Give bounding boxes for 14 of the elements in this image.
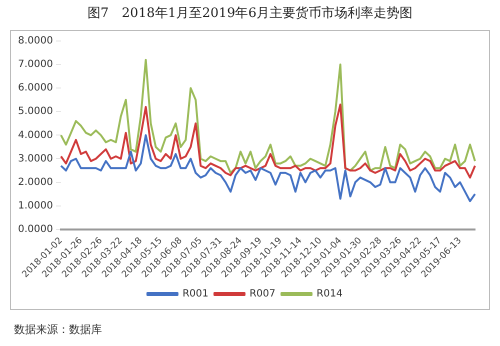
source-note: 数据来源：数据库 (14, 322, 102, 337)
y-tick-label: 4.0000 (18, 130, 53, 141)
y-tick-label: 2.0000 (18, 176, 53, 188)
legend-label: R007 (249, 288, 276, 300)
y-tick-label: 1.0000 (18, 200, 53, 212)
y-tick-label: 7.0000 (18, 59, 53, 70)
y-tick-label: 0.0000 (18, 224, 53, 235)
legend-label: R001 (182, 288, 208, 300)
y-tick-label: 5.0000 (18, 106, 53, 118)
y-tick-label: 8.0000 (18, 36, 53, 47)
y-tick-label: 3.0000 (18, 153, 53, 164)
legend-label: R014 (316, 288, 343, 300)
chart-title: 图7 2018年1月至2019年6月主要货币市场利率走势图 (86, 5, 414, 22)
y-tick-label: 6.0000 (18, 82, 53, 94)
